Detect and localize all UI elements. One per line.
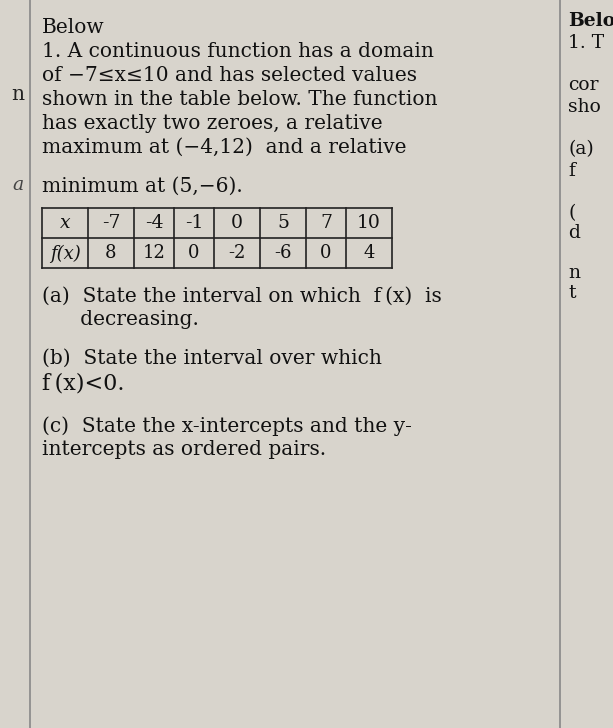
Text: sho: sho [568, 98, 601, 116]
Text: (c)  State the x-intercepts and the y-: (c) State the x-intercepts and the y- [42, 416, 412, 436]
Text: 0: 0 [188, 245, 200, 262]
Text: minimum at (5,−6).: minimum at (5,−6). [42, 176, 243, 195]
Text: cor: cor [568, 76, 598, 94]
Text: 5: 5 [277, 215, 289, 232]
Text: n: n [568, 264, 580, 282]
Text: maximum at (−4,12)  and a relative: maximum at (−4,12) and a relative [42, 138, 406, 157]
Text: t: t [568, 284, 576, 302]
Text: (a): (a) [568, 140, 594, 158]
Text: (a)  State the interval on which  f (x)  is: (a) State the interval on which f (x) is [42, 286, 442, 306]
Text: -1: -1 [185, 215, 203, 232]
Text: 8: 8 [105, 245, 116, 262]
Text: (b)  State the interval over which: (b) State the interval over which [42, 349, 382, 368]
Text: 4: 4 [364, 245, 375, 262]
Text: 10: 10 [357, 215, 381, 232]
Text: has exactly two zeroes, a relative: has exactly two zeroes, a relative [42, 114, 383, 133]
Text: 7: 7 [320, 215, 332, 232]
Text: intercepts as ordered pairs.: intercepts as ordered pairs. [42, 440, 326, 459]
Text: 1. T: 1. T [568, 34, 604, 52]
Text: decreasing.: decreasing. [42, 310, 199, 329]
Text: -6: -6 [274, 245, 292, 262]
Text: shown in the table below. The function: shown in the table below. The function [42, 90, 438, 109]
Text: (: ( [568, 204, 576, 222]
Text: Belo: Belo [568, 12, 613, 30]
Text: of −7≤x≤10 and has selected values: of −7≤x≤10 and has selected values [42, 66, 417, 85]
Text: -4: -4 [145, 215, 163, 232]
Text: f: f [568, 162, 575, 180]
Text: n: n [12, 85, 25, 105]
Text: 0: 0 [231, 215, 243, 232]
Text: -2: -2 [228, 245, 246, 262]
Text: 12: 12 [143, 245, 166, 262]
Text: Below: Below [42, 18, 105, 37]
Text: x: x [59, 215, 70, 232]
Text: 1. A continuous function has a domain: 1. A continuous function has a domain [42, 42, 434, 61]
Text: f(x): f(x) [50, 245, 80, 263]
Text: a: a [12, 176, 23, 194]
Text: d: d [568, 224, 580, 242]
Text: -7: -7 [102, 215, 120, 232]
Text: 0: 0 [320, 245, 332, 262]
Text: f (x)<0.: f (x)<0. [42, 373, 124, 395]
